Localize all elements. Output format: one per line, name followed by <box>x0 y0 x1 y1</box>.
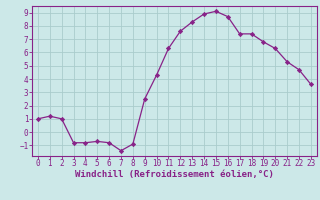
X-axis label: Windchill (Refroidissement éolien,°C): Windchill (Refroidissement éolien,°C) <box>75 170 274 179</box>
